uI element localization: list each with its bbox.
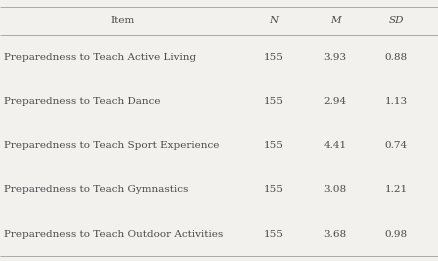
Text: Preparedness to Teach Dance: Preparedness to Teach Dance	[4, 97, 161, 106]
Text: 3.93: 3.93	[324, 53, 346, 62]
Text: 4.41: 4.41	[324, 141, 346, 150]
Text: SD: SD	[389, 16, 404, 25]
Text: 0.98: 0.98	[385, 230, 408, 239]
Text: 1.13: 1.13	[385, 97, 408, 106]
Text: Preparedness to Teach Active Living: Preparedness to Teach Active Living	[4, 53, 197, 62]
Text: 155: 155	[264, 186, 284, 194]
Text: 155: 155	[264, 141, 284, 150]
Text: 0.88: 0.88	[385, 53, 408, 62]
Text: Preparedness to Teach Outdoor Activities: Preparedness to Teach Outdoor Activities	[4, 230, 224, 239]
Text: Preparedness to Teach Sport Experience: Preparedness to Teach Sport Experience	[4, 141, 220, 150]
Text: 2.94: 2.94	[324, 97, 346, 106]
Text: 155: 155	[264, 230, 284, 239]
Text: 3.08: 3.08	[324, 186, 346, 194]
Text: Preparedness to Teach Gymnastics: Preparedness to Teach Gymnastics	[4, 186, 189, 194]
Text: 3.68: 3.68	[324, 230, 346, 239]
Text: N: N	[269, 16, 278, 25]
Text: 1.21: 1.21	[385, 186, 408, 194]
Text: 0.74: 0.74	[385, 141, 408, 150]
Text: 155: 155	[264, 53, 284, 62]
Text: Item: Item	[110, 16, 135, 25]
Text: M: M	[330, 16, 340, 25]
Text: 155: 155	[264, 97, 284, 106]
